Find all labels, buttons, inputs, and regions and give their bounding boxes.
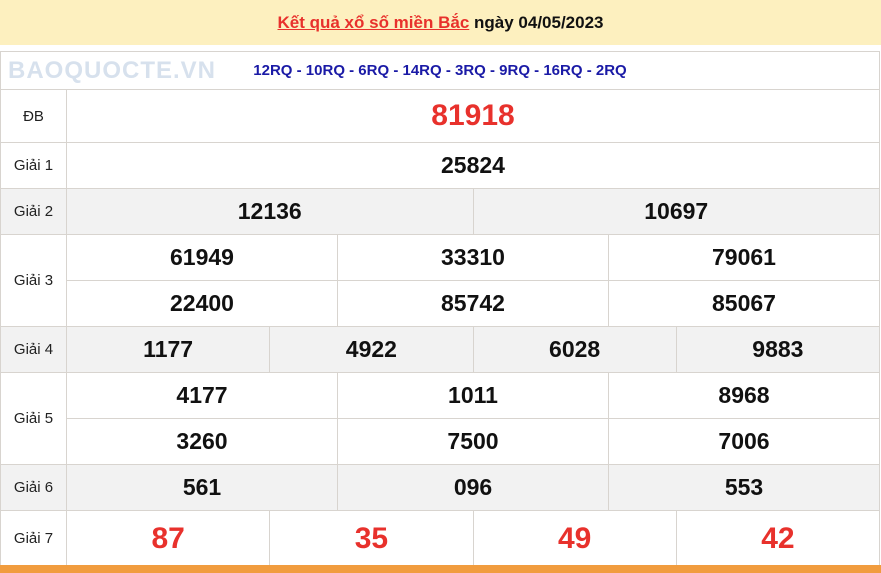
row-g4: Giải 4 1177 4922 6028 9883: [0, 326, 881, 373]
prize-number: 9883: [675, 326, 881, 373]
prize-label: ĐB: [0, 89, 67, 143]
prize-number: 61949: [66, 234, 338, 281]
prize-label: Giải 1: [0, 142, 67, 189]
row-g5b: 3260 7500 7006: [1, 418, 880, 465]
prize-label: Giải 4: [0, 326, 67, 373]
prize-number: 6028: [472, 326, 677, 373]
prize-number: 25824: [66, 142, 880, 189]
prize-label: Giải 7: [0, 510, 67, 567]
row-g2: Giải 2 12136 10697: [0, 188, 880, 235]
row-g7: Giải 7 87 35 49 42: [0, 510, 881, 567]
prize-label: Giải 5: [0, 372, 67, 465]
prize-number: 8968: [608, 372, 880, 419]
row-g3b: 22400 85742 85067: [1, 280, 880, 327]
prize-number: 561: [66, 464, 338, 511]
title-date: ngày 04/05/2023: [469, 13, 604, 32]
prize-number: 85742: [337, 280, 609, 327]
prize-number: 553: [608, 464, 880, 511]
prize-number: 096: [337, 464, 609, 511]
prize-number: 4922: [269, 326, 474, 373]
prize-number: 22400: [66, 280, 338, 327]
row-db: ĐB 81918: [0, 89, 880, 143]
footer-bar: [0, 565, 881, 573]
title-link[interactable]: Kết quả xổ số miền Bắc: [277, 13, 470, 32]
row-g6: Giải 6 561 096 553: [0, 464, 880, 511]
prize-number: 33310: [337, 234, 609, 281]
prize-number: 87: [65, 510, 271, 567]
row-g5: Giải 5 4177 1011 8968: [0, 372, 880, 465]
prize-number: 1177: [65, 326, 271, 373]
special-codes: 12RQ - 10RQ - 6RQ - 14RQ - 3RQ - 9RQ - 1…: [0, 51, 880, 90]
prize-label: Giải 2: [0, 188, 67, 235]
prize-number: 85067: [608, 280, 880, 327]
prize-label: Giải 3: [0, 234, 67, 327]
row-g1: Giải 1 25824: [0, 142, 880, 189]
row-g3: Giải 3 61949 33310 79061: [0, 234, 880, 327]
codes-row: 12RQ - 10RQ - 6RQ - 14RQ - 3RQ - 9RQ - 1…: [0, 51, 880, 90]
prize-number: 7500: [337, 418, 609, 465]
results-header: Kết quả xổ số miền Bắc ngày 04/05/2023: [0, 0, 881, 45]
prize-number: 49: [472, 510, 677, 567]
prize-number: 79061: [608, 234, 880, 281]
results-table: 12RQ - 10RQ - 6RQ - 14RQ - 3RQ - 9RQ - 1…: [0, 51, 881, 567]
prize-number: 42: [675, 510, 881, 567]
prize-number: 7006: [608, 418, 880, 465]
prize-number: 35: [269, 510, 474, 567]
prize-number: 10697: [472, 188, 880, 235]
prize-number: 1011: [337, 372, 609, 419]
prize-number: 4177: [66, 372, 338, 419]
prize-number: 81918: [66, 89, 880, 143]
prize-number: 12136: [66, 188, 474, 235]
prize-number: 3260: [66, 418, 338, 465]
prize-label: Giải 6: [0, 464, 67, 511]
